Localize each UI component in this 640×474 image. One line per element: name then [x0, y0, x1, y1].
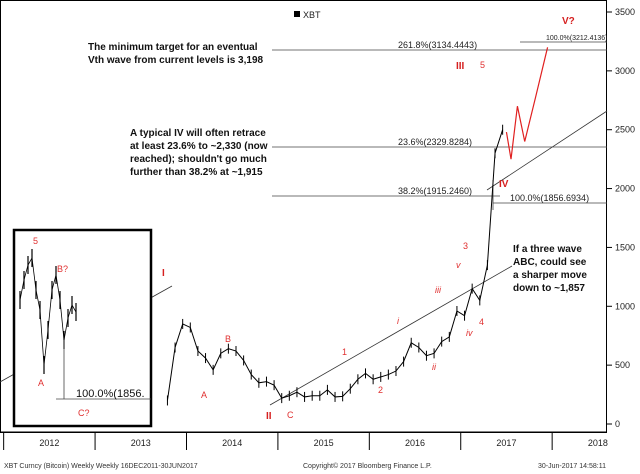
- abc-annotation-line3: a sharper move: [513, 270, 587, 281]
- trendline-upper: [486, 110, 608, 191]
- wave-label-i: i: [397, 316, 400, 326]
- footer-left: XBT Curncy (Bitcoin) Weekly Weekly 16DEC…: [4, 463, 198, 470]
- price-line: [166, 129, 504, 401]
- wave-label-B: B: [225, 334, 231, 344]
- abc-annotation-line4: down to ~1,857: [513, 283, 585, 294]
- x-tick-label: 2015: [314, 438, 334, 448]
- iv-annotation-line2: at least 23.6% to ~2,330 (now: [130, 141, 268, 152]
- inset-wave-C: C?: [78, 408, 90, 418]
- wave-label-IV: IV: [499, 179, 509, 190]
- y-tick-label: 1000: [615, 301, 635, 311]
- wave-label-C: C: [287, 410, 294, 420]
- x-axis-ticks: 2012 2013 2014 2015 2016 2017 2018: [3, 432, 608, 450]
- x-tick-label: 2013: [131, 438, 151, 448]
- y-tick-label: 3500: [615, 7, 635, 17]
- wave-label-5: 5: [480, 60, 485, 70]
- wave-label-4: 4: [479, 317, 484, 327]
- target-annotation-line1: The minimum target for an eventual: [88, 42, 258, 53]
- iv-annotation-line1: A typical IV will often retrace: [130, 128, 266, 139]
- y-tick-label: 1500: [615, 242, 635, 252]
- y-tick-label: 2500: [615, 125, 635, 135]
- wave-label-II: II: [266, 411, 272, 422]
- fib-label-236: 23.6%(2329.8284): [398, 137, 472, 147]
- wave-label-2: 2: [378, 385, 383, 395]
- x-tick-label: 2012: [39, 438, 59, 448]
- fib-label-1000: 100.0%(1856.6934): [510, 193, 589, 203]
- wave-label-I: I: [162, 268, 165, 279]
- x-tick-label: 2016: [405, 438, 425, 448]
- wave-label-1: 1: [342, 347, 347, 357]
- abc-annotation-line2: ABC, could see: [513, 257, 587, 268]
- wave-label-V: V?: [562, 16, 575, 27]
- fib-label-382: 38.2%(1915.2460): [398, 186, 472, 196]
- y-tick-label: 0: [615, 419, 620, 429]
- inset-wave-A: A: [38, 378, 44, 388]
- inset-price-line: [19, 256, 77, 366]
- inset-wave-5: 5: [33, 236, 38, 246]
- y-tick-label: 500: [615, 360, 630, 370]
- fib-label-2618: 261.8%(3134.4443): [398, 40, 477, 50]
- abc-annotation-line1: If a three wave: [513, 244, 582, 255]
- inset-fib-label: 100.0%(1856.: [76, 388, 145, 400]
- footer-right: 30-Jun-2017 14:58:11: [538, 463, 606, 470]
- x-tick-label: 2014: [222, 438, 242, 448]
- footer-center: Copyright© 2017 Bloomberg Finance L.P.: [303, 462, 432, 470]
- fib-label-1000-top: 100.0%(3212.4136): [546, 35, 608, 42]
- inset-wave-B: B?: [57, 264, 68, 274]
- y-tick-label: 3000: [615, 66, 635, 76]
- wave-v-projection: [505, 47, 549, 160]
- legend-label: XBT: [303, 10, 321, 20]
- wave-label-iv: iv: [466, 328, 473, 338]
- inset-panel: [12, 228, 153, 428]
- price-series: [166, 124, 504, 406]
- legend-swatch: [294, 11, 300, 17]
- wave-label-III: III: [456, 61, 465, 72]
- wave-label-iii: iii: [435, 285, 442, 295]
- y-tick-label: 2000: [615, 184, 635, 194]
- x-tick-label: 2017: [496, 438, 516, 448]
- projection-line: [505, 47, 549, 160]
- target-annotation-line2: Vth wave from current levels is 3,198: [88, 55, 264, 66]
- wave-label-ii: ii: [432, 362, 437, 372]
- wave-label-A: A: [201, 390, 207, 400]
- iv-annotation-line4: further than 38.2% at ~1,915: [130, 167, 263, 178]
- x-tick-label: 2018: [588, 438, 608, 448]
- wave-label-3: 3: [463, 241, 468, 251]
- wave-label-v: v: [456, 260, 461, 270]
- trendline-lower: [269, 265, 513, 406]
- iv-annotation-line3: reached); shouldn't go much: [130, 154, 267, 165]
- y-axis-ticks: 0 500 1000 1500 2000 2500 3000 3500: [607, 7, 635, 429]
